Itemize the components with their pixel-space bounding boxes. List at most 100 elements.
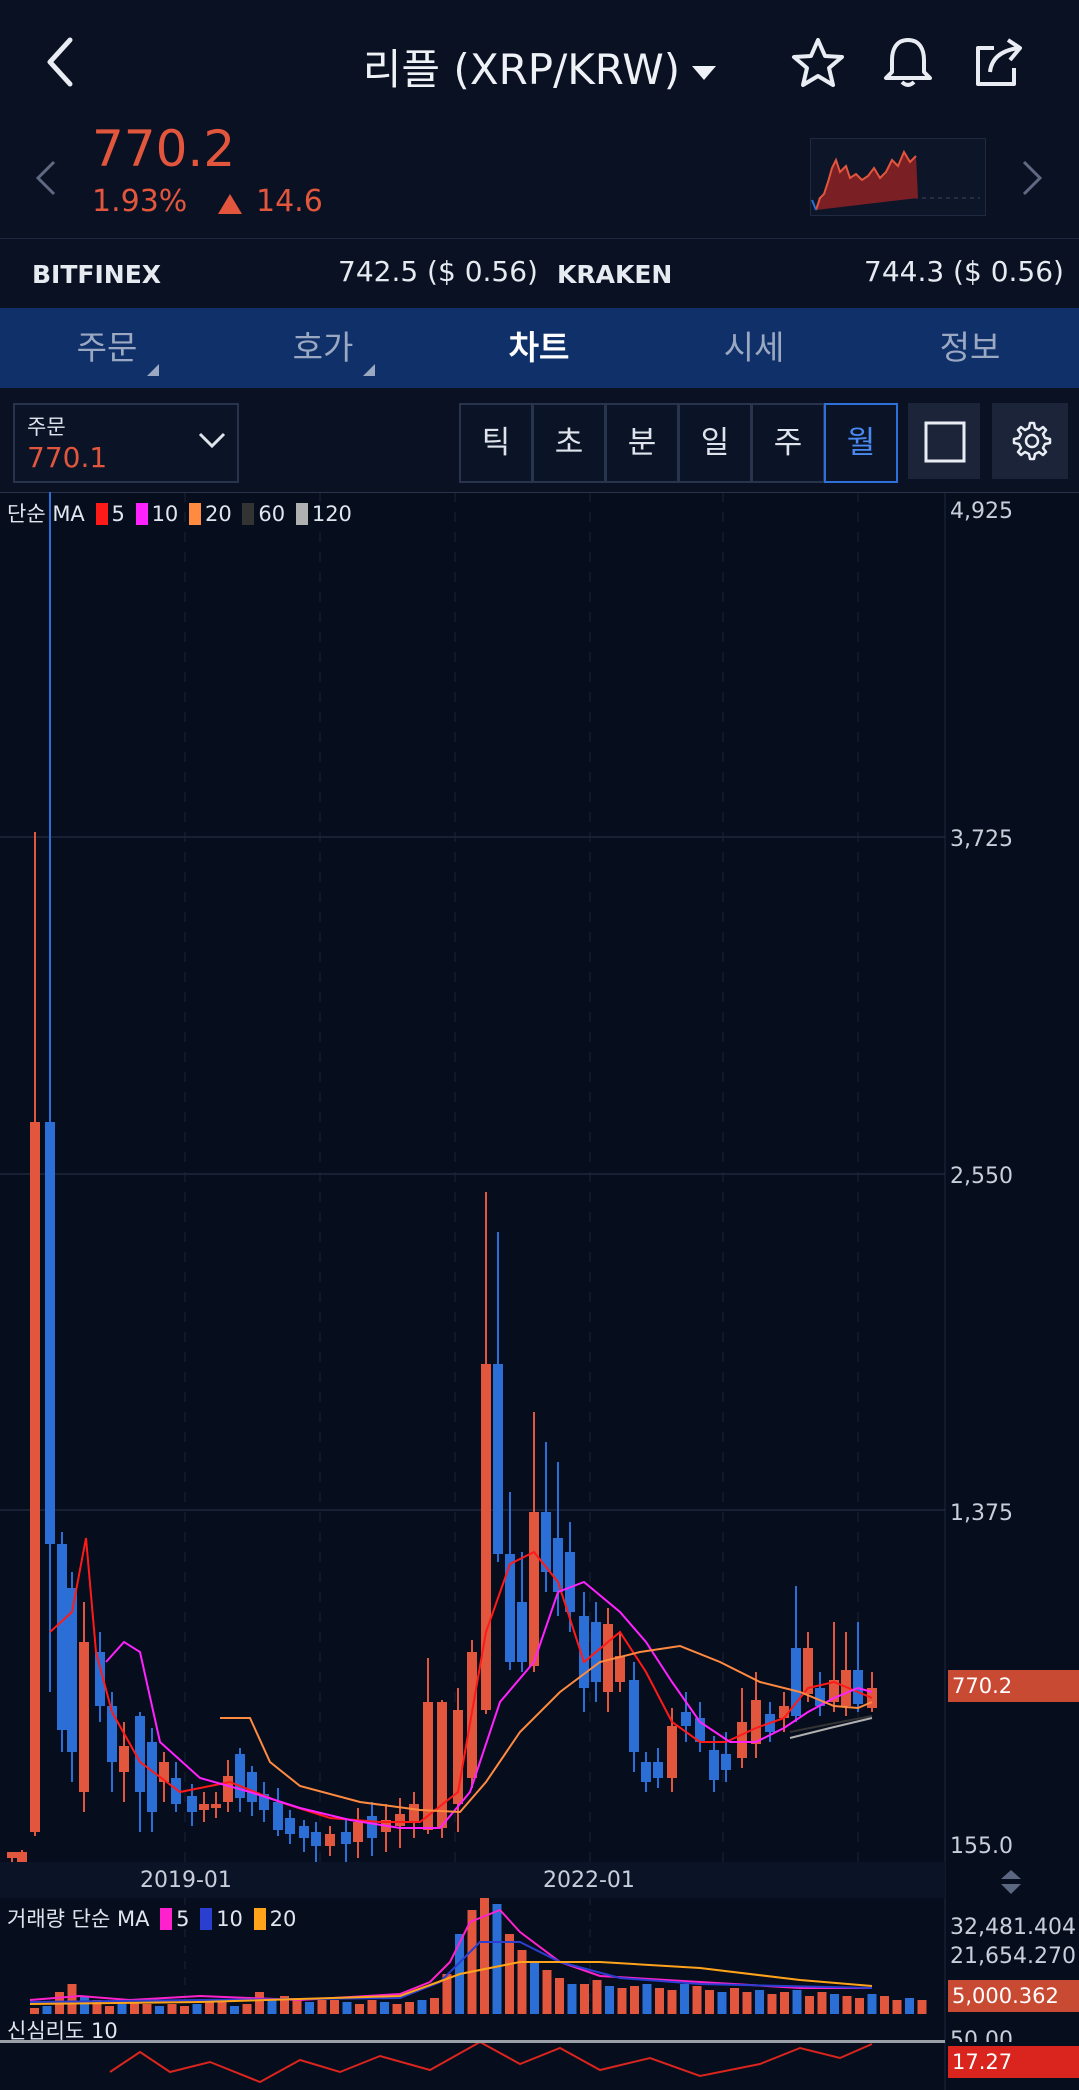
volume-bar [130, 2002, 139, 2014]
volume-bar [392, 2004, 402, 2014]
volume-bar [917, 2000, 927, 2014]
tab-order[interactable]: 주문 [17, 308, 197, 388]
back-icon[interactable] [40, 34, 80, 90]
order-price-select[interactable]: 주문 770.1 [13, 403, 239, 483]
legend-swatch [200, 1908, 213, 1930]
period-minute[interactable]: 분 [605, 403, 679, 483]
legend-swatch [160, 1908, 173, 1930]
candle-body [299, 1826, 309, 1838]
candle-body [187, 1796, 197, 1812]
volume-bar [355, 2004, 364, 2014]
exchange-name-kraken: KRAKEN [557, 260, 673, 289]
price-axis-label: 4,925 [950, 499, 1013, 524]
volume-bar [592, 1980, 602, 2014]
tab-chart[interactable]: 차트 [508, 328, 570, 367]
ma10-line [105, 1580, 873, 1829]
volume-bar [517, 1950, 527, 2014]
dropdown-caret-icon [692, 65, 717, 80]
candle-body [751, 1700, 761, 1744]
ma60-line [789, 1715, 873, 1733]
volume-bar [442, 1974, 452, 2014]
candle-body [541, 1512, 551, 1572]
candle-body [603, 1624, 613, 1692]
volume-bar [305, 2002, 314, 2014]
current-price: 770.2 [92, 120, 236, 178]
share-icon[interactable] [970, 34, 1026, 90]
volume-bar [267, 2000, 277, 2014]
volume-bar [317, 2000, 327, 2014]
volume-bar [855, 1998, 864, 2014]
volume-bar [342, 2002, 352, 2014]
current-volume-marker: 5,000.362 [948, 1980, 1079, 2012]
star-icon[interactable] [790, 36, 846, 90]
volume-bar [405, 2002, 414, 2014]
period-tick[interactable]: 틱 [459, 403, 533, 483]
price-axis-label: 3,725 [950, 827, 1013, 852]
chart-settings-button[interactable] [992, 403, 1068, 479]
volume-bar [880, 1996, 889, 2014]
volume-bar [205, 2002, 214, 2014]
volume-bar [105, 2006, 114, 2014]
exchange-value-bitfinex: 742.5 ($ 0.56) [338, 255, 538, 288]
drawing-tool-button[interactable] [908, 403, 980, 479]
volume-bar [555, 1978, 564, 2014]
volume-bar [530, 1962, 539, 2014]
candle-body [57, 1544, 67, 1730]
volume-bar [292, 1998, 302, 2014]
volume-bar [567, 1984, 577, 2014]
candle-body [259, 1794, 269, 1810]
volume-bar [142, 2004, 152, 2014]
candle-body [171, 1778, 181, 1804]
candle-body [779, 1706, 789, 1718]
next-coin-icon[interactable] [1020, 158, 1044, 198]
candle-body [553, 1538, 563, 1592]
candle-body [437, 1702, 447, 1828]
volume-bar [780, 1992, 789, 2014]
volume-bar [330, 2000, 339, 2014]
period-day[interactable]: 일 [678, 403, 752, 483]
candle-body [517, 1602, 527, 1662]
price-chart[interactable] [0, 492, 1079, 2090]
tab-corner-icon [363, 364, 375, 376]
vol-ma20-line [29, 1961, 873, 2005]
volume-bar [505, 1934, 514, 2014]
candle-body [709, 1750, 719, 1780]
page-title[interactable]: 리플 (XRP/KRW) [0, 36, 1079, 97]
candle-body [30, 1122, 40, 1832]
period-second[interactable]: 초 [532, 403, 606, 483]
tab-market-price[interactable]: 시세 [723, 328, 785, 367]
volume-bar [30, 2008, 39, 2014]
volume-bar [605, 1986, 614, 2014]
axis-toggle-icon[interactable] [998, 1868, 1024, 1896]
top-bar [0, 0, 1079, 124]
bell-icon[interactable] [880, 34, 936, 90]
ma5-line [49, 1537, 873, 1823]
candle-body [615, 1656, 625, 1682]
candle-body [423, 1702, 433, 1830]
mini-chart[interactable] [810, 138, 986, 216]
volume-bar [217, 2002, 227, 2014]
period-week[interactable]: 주 [751, 403, 825, 483]
current-price-marker: 770.2 [948, 1670, 1079, 1702]
candle-body [803, 1648, 813, 1694]
volume-bar [67, 1984, 77, 2014]
volume-bar [730, 1988, 739, 2014]
candle-body [235, 1754, 245, 1798]
tab-orderbook[interactable]: 호가 [233, 308, 413, 388]
prev-coin-icon[interactable] [34, 158, 58, 198]
candle-body [529, 1512, 539, 1666]
period-month[interactable]: 월 [824, 403, 898, 483]
volume-bar [280, 1996, 289, 2014]
change-amount: 14.6 [256, 184, 323, 219]
candle-body [67, 1588, 77, 1752]
legend-swatch [295, 503, 308, 525]
candle-body [311, 1832, 321, 1846]
candle-body [107, 1706, 117, 1762]
candle-body [223, 1776, 233, 1802]
tab-info[interactable]: 정보 [939, 328, 1001, 367]
candle-body [721, 1754, 731, 1770]
candle-body [7, 1852, 17, 1858]
price-axis-label: 155.0 [950, 1834, 1013, 1859]
change-percent: 1.93% [92, 184, 188, 219]
candle-body [367, 1816, 377, 1838]
